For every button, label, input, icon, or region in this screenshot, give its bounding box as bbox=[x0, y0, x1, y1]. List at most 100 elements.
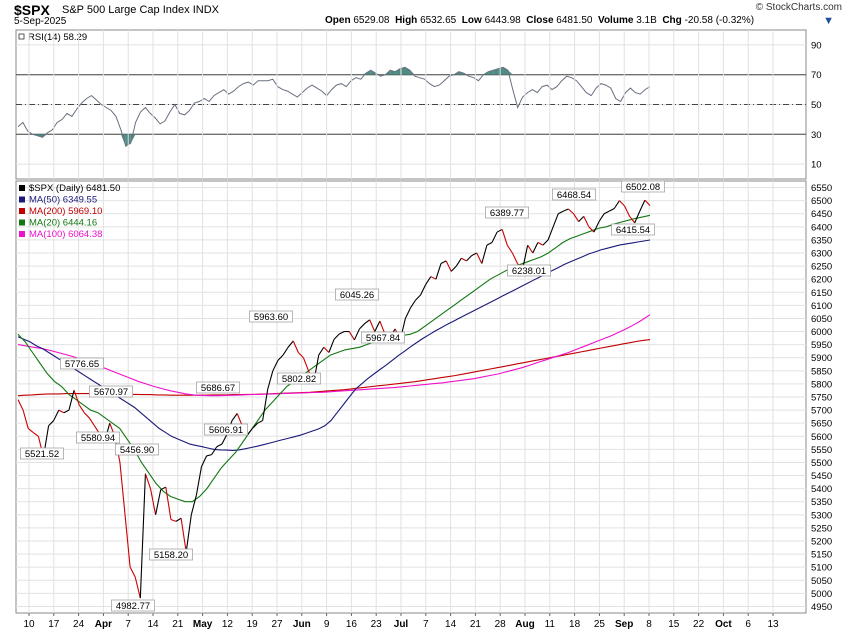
annotation-label: 5686.67 bbox=[201, 383, 235, 394]
annotation-box bbox=[89, 385, 133, 398]
price-segment bbox=[206, 454, 212, 457]
x-tick-label: 16 bbox=[346, 619, 358, 630]
x-tick-label: Oct bbox=[715, 619, 732, 630]
x-tick-label: 14 bbox=[445, 619, 457, 630]
symbol: $SPX bbox=[14, 2, 50, 18]
price-segment bbox=[262, 389, 269, 421]
price-segment bbox=[129, 566, 136, 578]
x-tick-label: Apr bbox=[95, 619, 112, 630]
price-segment bbox=[221, 434, 228, 445]
price-tick-label: 5100 bbox=[811, 563, 832, 574]
price-tick-label: 5450 bbox=[811, 471, 832, 482]
price-segment bbox=[440, 260, 447, 264]
price-segment bbox=[333, 333, 340, 340]
price-segment bbox=[481, 244, 488, 264]
rsi-tick-label: 30 bbox=[811, 130, 822, 141]
change-label: Chg bbox=[662, 15, 682, 26]
legend-label-ma50: MA(50) 6349.55 bbox=[29, 195, 97, 206]
price-segment bbox=[282, 346, 289, 356]
annotation-label: 5776.65 bbox=[65, 359, 99, 370]
price-segment bbox=[588, 226, 595, 233]
price-segment bbox=[170, 519, 177, 522]
price-segment bbox=[619, 200, 625, 207]
rsi-line bbox=[17, 66, 651, 147]
price-segment bbox=[68, 390, 75, 411]
annotation-box bbox=[115, 443, 159, 456]
price-segment bbox=[134, 577, 141, 599]
legend-label-ma20: MA(20) 6444.16 bbox=[29, 218, 97, 229]
annotation-label: 6389.77 bbox=[490, 208, 524, 219]
volume-label: Volume bbox=[598, 15, 634, 26]
price-segment bbox=[486, 242, 493, 246]
price-segment bbox=[353, 328, 360, 341]
price-segment bbox=[211, 446, 218, 455]
x-tick-label: 7 bbox=[125, 619, 131, 630]
annotation-label: 5670.97 bbox=[94, 387, 128, 398]
annotation-label: 5963.60 bbox=[254, 312, 288, 323]
legend-label-price: $SPX (Daily) 6481.50 bbox=[29, 183, 120, 194]
price-segment bbox=[639, 199, 646, 212]
rsi-oversold-fill bbox=[120, 134, 126, 147]
security-name: S&P 500 Large Cap Index INDX bbox=[62, 4, 219, 16]
price-tick-label: 5000 bbox=[811, 589, 832, 600]
annotation-box bbox=[552, 188, 596, 201]
price-segment bbox=[624, 205, 631, 217]
legend-swatch-ma20 bbox=[19, 219, 25, 226]
x-tick-label: 9 bbox=[324, 619, 330, 630]
x-tick-label: 6 bbox=[745, 619, 751, 630]
triangle-down-icon[interactable]: ▼ bbox=[823, 15, 834, 27]
annotation-label: 6415.54 bbox=[616, 225, 650, 236]
price-segment bbox=[302, 357, 310, 372]
price-tick-label: 5850 bbox=[811, 366, 832, 377]
x-tick-label: 8 bbox=[646, 619, 652, 630]
annotation-box bbox=[621, 180, 665, 193]
price-segment bbox=[430, 276, 437, 280]
price-segment bbox=[476, 252, 483, 264]
price-segment bbox=[328, 339, 335, 353]
legend-label-ma200: MA(200) 5969.10 bbox=[29, 206, 102, 217]
open-value: 6529.08 bbox=[353, 15, 390, 26]
annotation-label: 5967.84 bbox=[366, 333, 400, 344]
legend-swatch-ma200 bbox=[19, 208, 25, 214]
price-tick-label: 5050 bbox=[811, 576, 832, 587]
price-tick-label: 5600 bbox=[811, 432, 832, 443]
price-segment bbox=[149, 488, 157, 515]
x-tick-label: 15 bbox=[668, 619, 680, 630]
annotation-box bbox=[60, 357, 104, 370]
price-segment bbox=[63, 409, 70, 414]
annotation-label: 6468.54 bbox=[557, 190, 591, 201]
legend-label-ma100: MA(100) 6064.38 bbox=[29, 229, 102, 240]
price-segment bbox=[48, 420, 55, 427]
price-tick-label: 5250 bbox=[811, 523, 832, 534]
price-segment bbox=[139, 473, 146, 599]
price-segment bbox=[629, 216, 636, 224]
annotation-label: 6238.01 bbox=[512, 266, 546, 277]
price-segment bbox=[435, 263, 442, 280]
close-value: 6481.50 bbox=[556, 15, 593, 26]
rsi-overbought-fill bbox=[395, 68, 401, 75]
price-tick-label: 5650 bbox=[811, 419, 832, 430]
annotation-box bbox=[485, 206, 529, 219]
price-segment bbox=[297, 352, 304, 359]
price-segment bbox=[491, 231, 498, 243]
price-segment bbox=[420, 284, 427, 296]
x-tick-label: 18 bbox=[569, 619, 581, 630]
annotation-box bbox=[611, 223, 655, 236]
price-segment bbox=[348, 331, 355, 341]
x-tick-label: 21 bbox=[172, 619, 184, 630]
price-segment bbox=[185, 514, 192, 553]
price-segment bbox=[119, 462, 126, 515]
price-segment bbox=[272, 360, 279, 372]
price-segment bbox=[338, 331, 345, 335]
price-segment bbox=[415, 294, 422, 301]
price-segment bbox=[323, 346, 330, 353]
price-tick-label: 6400 bbox=[811, 222, 832, 233]
x-tick-label: 28 bbox=[495, 619, 507, 630]
price-segment bbox=[17, 399, 24, 411]
price-tick-label: 5500 bbox=[811, 458, 832, 469]
x-tick-label: 22 bbox=[693, 619, 705, 630]
x-tick-label: 21 bbox=[470, 619, 482, 630]
price-tick-label: 6550 bbox=[811, 183, 832, 194]
annotation-box bbox=[20, 447, 64, 460]
